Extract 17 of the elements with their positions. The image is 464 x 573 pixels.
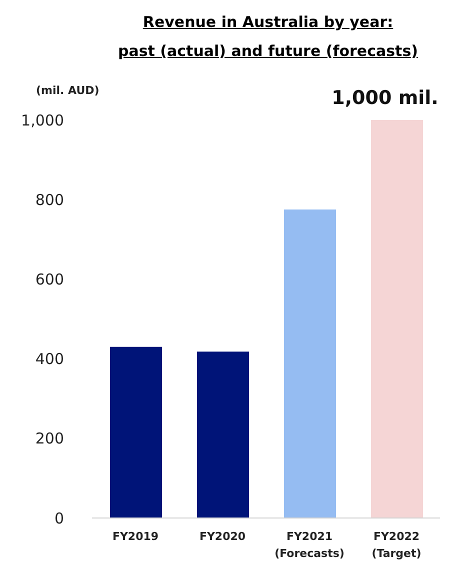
x-tick-label: FY2020: [199, 530, 246, 543]
y-tick-label: 600: [35, 270, 64, 289]
y-tick-label: 400: [35, 350, 64, 368]
y-tick-label: 0: [54, 509, 64, 528]
x-tick-label: FY2021 (Forecasts): [274, 530, 344, 560]
x-tick-label: FY2019: [112, 530, 159, 543]
y-tick-label: 800: [35, 190, 64, 209]
annotation: 1,000 mil.: [332, 87, 438, 109]
y-tick-label: 1,000: [21, 111, 64, 130]
x-tick-label: FY2022 (Target): [372, 530, 422, 560]
chart-title: Revenue in Australia by year: past (actual) and future (forecasts): [118, 13, 418, 60]
y-tick-label: 200: [35, 430, 64, 448]
bar: [371, 120, 423, 518]
y-axis-title: (mil. AUD): [36, 84, 100, 97]
bar: [110, 346, 162, 518]
bar: [284, 210, 336, 518]
bar: [197, 352, 249, 518]
